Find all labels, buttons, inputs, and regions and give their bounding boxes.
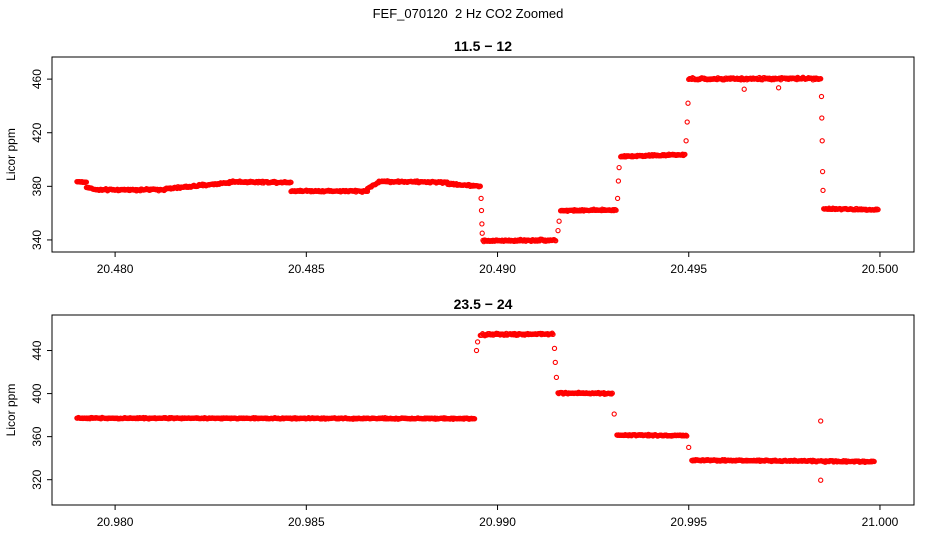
x-axis: 20.480 20.485 20.490 20.495 20.500 <box>97 252 899 276</box>
outlier-point <box>555 227 561 234</box>
y-axis: 340 380 420 460 <box>30 69 52 250</box>
outlier-point <box>684 119 690 125</box>
x-tick-label: 20.980 <box>97 515 134 529</box>
outlier-point <box>479 230 485 236</box>
outlier-point <box>473 347 480 354</box>
outlier-point <box>479 221 485 227</box>
y-tick-label: 380 <box>30 176 44 196</box>
panel-bottom-title: 23.5 − 24 <box>454 296 513 312</box>
panel-bottom-plot: 20.980 20.985 20.990 20.995 21.000 320 360 400 4… <box>4 314 915 529</box>
outlier-point <box>474 339 481 345</box>
y-axis-title: Licor ppm <box>4 384 18 437</box>
outlier-point <box>775 85 782 91</box>
data-points <box>74 330 877 483</box>
outlier-point <box>818 93 825 100</box>
outlier-point <box>611 411 617 417</box>
outlier-point <box>819 138 825 144</box>
x-tick-label: 21.000 <box>862 515 899 529</box>
y-tick-label: 360 <box>30 426 44 446</box>
outlier-point <box>686 444 692 451</box>
y-tick-label: 440 <box>30 340 44 360</box>
x-tick-label: 20.485 <box>288 262 325 276</box>
x-tick-label: 20.495 <box>670 262 707 276</box>
outlier-point <box>819 168 826 175</box>
outlier-point <box>819 115 825 121</box>
x-tick-label: 20.490 <box>479 262 516 276</box>
y-tick-label: 420 <box>30 122 44 142</box>
outlier-point <box>552 359 558 366</box>
outlier-point <box>478 195 484 202</box>
y-tick-label: 320 <box>30 469 44 489</box>
x-tick-label: 20.500 <box>862 262 899 276</box>
panel-top-title: 11.5 − 12 <box>454 38 512 54</box>
x-tick-label: 20.995 <box>670 515 707 529</box>
outlier-point <box>553 374 560 381</box>
outlier-point <box>685 100 691 106</box>
data-points <box>74 74 881 245</box>
y-tick-label: 400 <box>30 383 44 403</box>
y-tick-label: 340 <box>30 230 44 250</box>
x-tick-label: 20.990 <box>479 515 516 529</box>
x-axis: 20.980 20.985 20.990 20.995 21.000 <box>97 505 899 529</box>
plot-box <box>51 314 915 506</box>
outlier-point <box>818 418 824 424</box>
outlier-point <box>556 218 562 224</box>
outlier-point <box>614 195 621 202</box>
outlier-point <box>478 207 485 214</box>
x-tick-label: 20.985 <box>288 515 325 529</box>
outlier-point <box>551 345 558 352</box>
outlier-point <box>683 138 689 144</box>
x-tick-label: 20.480 <box>97 262 134 276</box>
outlier-point <box>741 86 747 92</box>
outlier-point <box>818 477 824 483</box>
outlier-point <box>616 164 622 171</box>
y-tick-label: 460 <box>30 69 44 89</box>
figure-title: FEF_070120 2 Hz CO2 Zoomed <box>373 6 564 21</box>
panel-top-plot: 20.480 20.485 20.490 20.495 20.500 340 380 420 4… <box>4 56 915 276</box>
plot-box <box>51 56 915 253</box>
y-axis-title: Licor ppm <box>4 128 18 181</box>
outlier-point <box>820 187 826 194</box>
outlier-point <box>615 178 622 184</box>
y-axis: 320 360 400 440 <box>30 340 52 490</box>
